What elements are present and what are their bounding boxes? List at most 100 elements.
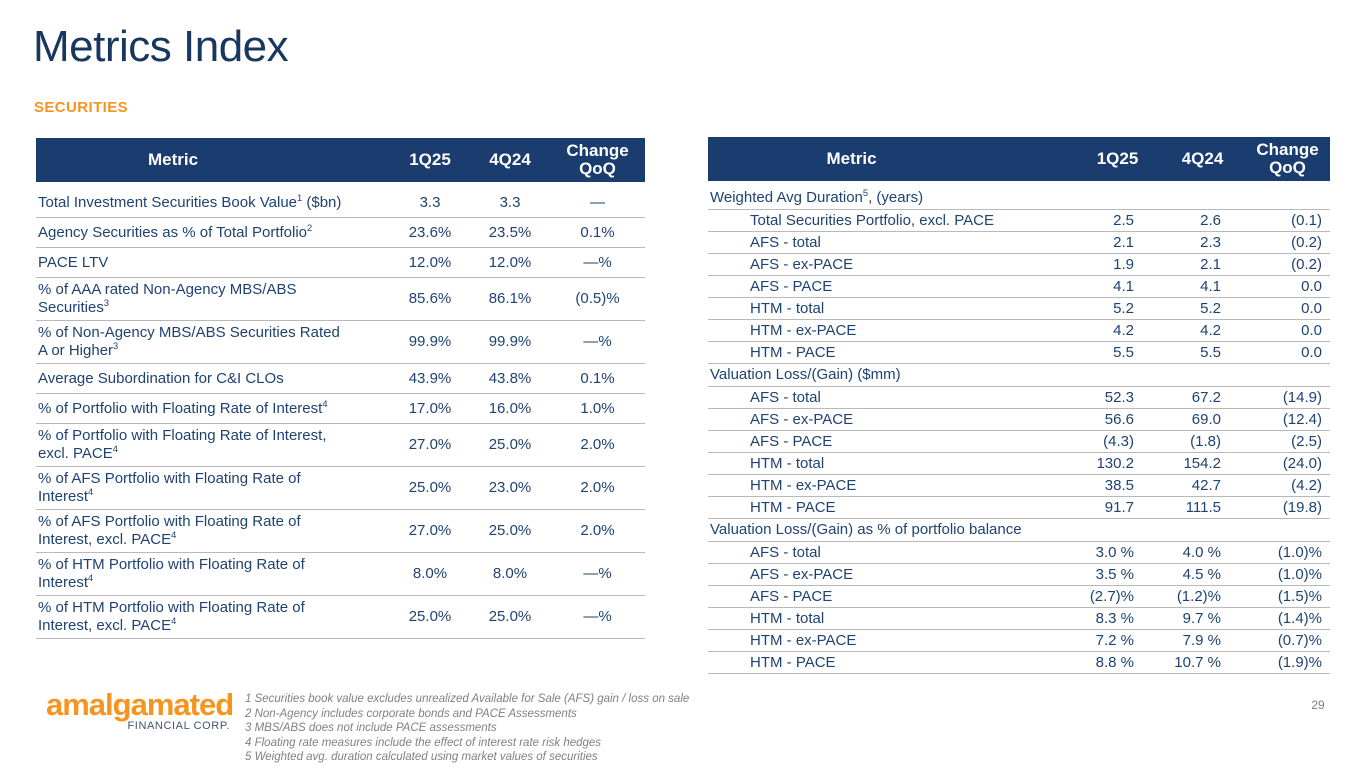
- table-row: Total Securities Portfolio, excl. PACE 2.…: [708, 210, 1330, 232]
- change-qoq-value: (0.2): [1291, 233, 1322, 251]
- q1-value: 17.0%: [408, 399, 452, 417]
- q4-value: 4.1: [1200, 277, 1221, 295]
- change-qoq-value: 0.1%: [580, 223, 615, 241]
- table-row: HTM - PACE 8.8 % 10.7 % (1.9)%: [708, 652, 1330, 674]
- table-row: AFS - PACE (4.3) (1.8) (2.5): [708, 431, 1330, 453]
- q1-value: 91.7: [1104, 498, 1134, 516]
- change-qoq-value: —%: [583, 608, 612, 625]
- metric-cell: HTM - PACE: [750, 498, 836, 516]
- metric-cell: HTM - PACE: [750, 343, 836, 361]
- q1-value: 8.8 %: [1095, 653, 1134, 671]
- footnotes: 1 Securities book value excludes unreali…: [245, 692, 689, 765]
- footnote-5: 5 Weighted avg. duration calculated usin…: [245, 751, 598, 764]
- table-row: HTM - ex-PACE 38.5 42.7 (4.2): [708, 475, 1330, 497]
- q1-value: 1.9: [1113, 255, 1134, 273]
- change-qoq-value: 2.0%: [580, 479, 615, 496]
- metric-cell: Valuation Loss/(Gain) ($mm): [710, 366, 901, 383]
- q4-value: 4.2: [1200, 321, 1221, 339]
- metric-cell: AFS - PACE: [750, 587, 833, 605]
- q4-value: 67.2: [1191, 388, 1221, 406]
- q4-value: 99.9%: [488, 333, 532, 350]
- metric-cell: AFS - ex-PACE: [750, 255, 854, 273]
- metric-cell: AFS - total: [750, 543, 821, 561]
- q1-value: 27.0%: [408, 436, 452, 453]
- change-qoq-value: (1.0)%: [1277, 565, 1322, 583]
- table-row: AFS - PACE (2.7)% (1.2)% (1.5)%: [708, 586, 1330, 608]
- q1-value: 27.0%: [408, 522, 452, 539]
- q1-value: 52.3: [1104, 388, 1134, 406]
- q4-value: 5.2: [1200, 299, 1221, 317]
- table-row: AFS - ex-PACE 56.6 69.0 (12.4): [708, 409, 1330, 431]
- change-qoq-value: —%: [583, 333, 612, 350]
- change-qoq-value: (1.5)%: [1277, 587, 1322, 605]
- metric-cell: AFS - ex-PACE: [750, 565, 854, 583]
- table-section-row: Valuation Loss/(Gain) ($mm): [708, 364, 1330, 387]
- table-row: % of AFS Portfolio with Floating Rate of…: [36, 510, 645, 553]
- header-change-qoq: Change QoQ: [1256, 140, 1319, 177]
- metric-cell: HTM - ex-PACE: [750, 631, 857, 649]
- change-qoq-value: (24.0): [1282, 454, 1322, 472]
- q4-value: 42.7: [1191, 476, 1221, 494]
- change-qoq-value: (14.9): [1282, 388, 1322, 406]
- logo-wordmark: amalgamated: [46, 687, 234, 722]
- metric-cell: HTM - PACE: [750, 653, 836, 671]
- change-qoq-value: (1.9)%: [1277, 653, 1322, 671]
- change-qoq-value: 2.0%: [580, 522, 615, 539]
- change-qoq-value: 0.0: [1301, 277, 1322, 295]
- q4-value: 5.5: [1200, 343, 1221, 361]
- q4-value: 7.9 %: [1182, 631, 1221, 649]
- header-1q25: 1Q25: [1096, 149, 1139, 168]
- table-body: Total Investment Securities Book Value1 …: [36, 188, 645, 639]
- table-row: % of HTM Portfolio with Floating Rate of…: [36, 553, 645, 596]
- metric-cell: Weighted Avg Duration5, (years): [710, 188, 924, 206]
- table-body: Weighted Avg Duration5, (years) Total Sec…: [708, 187, 1330, 674]
- q1-value: 2.1: [1113, 233, 1134, 251]
- metric-cell: % of Non-Agency MBS/ABS Securities Rated…: [38, 324, 340, 359]
- change-qoq-value: 0.1%: [580, 369, 615, 387]
- metric-cell: % of Portfolio with Floating Rate of Int…: [38, 427, 327, 462]
- q1-value: 8.0%: [412, 565, 448, 582]
- table-row: % of Non-Agency MBS/ABS Securities Rated…: [36, 321, 645, 364]
- metric-cell: % of Portfolio with Floating Rate of Int…: [38, 398, 328, 417]
- metric-cell: HTM - total: [750, 609, 825, 627]
- change-qoq-value: 1.0%: [580, 399, 615, 417]
- q4-value: 9.7 %: [1182, 609, 1221, 627]
- table-row: HTM - total 5.2 5.2 0.0: [708, 298, 1330, 320]
- metric-cell: AFS - ex-PACE: [750, 410, 854, 428]
- table-row: % of HTM Portfolio with Floating Rate of…: [36, 596, 645, 639]
- table-row: AFS - total 3.0 % 4.0 % (1.0)%: [708, 542, 1330, 564]
- table-header-row: Metric 1Q25 4Q24 Change QoQ: [708, 137, 1330, 181]
- q1-value: 2.5: [1113, 211, 1134, 229]
- header-4q24: 4Q24: [489, 150, 531, 169]
- header-4q24: 4Q24: [1181, 149, 1224, 168]
- change-qoq-value: —%: [583, 253, 612, 271]
- q1-value: 43.9%: [408, 369, 452, 387]
- footnote-1: 1 Securities book value excludes unreali…: [245, 693, 690, 705]
- header-metric: Metric: [147, 150, 199, 169]
- q4-value: 86.1%: [488, 290, 532, 307]
- table-row: HTM - total 8.3 % 9.7 % (1.4)%: [708, 608, 1330, 630]
- q1-value: 7.2 %: [1095, 631, 1134, 649]
- q1-value: (2.7)%: [1089, 587, 1134, 605]
- q4-value: 2.1: [1200, 255, 1221, 273]
- q4-value: 43.8%: [488, 369, 532, 387]
- metric-cell: HTM - total: [750, 454, 825, 472]
- q1-value: 25.0%: [408, 479, 452, 496]
- q1-value: 8.3 %: [1095, 609, 1134, 627]
- header-1q25: 1Q25: [409, 150, 451, 169]
- metric-cell: % of HTM Portfolio with Floating Rate of…: [38, 599, 305, 634]
- metric-cell: Valuation Loss/(Gain) as % of portfolio …: [710, 521, 1022, 538]
- q4-value: 25.0%: [488, 522, 532, 539]
- metric-cell: PACE LTV: [38, 253, 109, 271]
- q1-value: 56.6: [1104, 410, 1134, 428]
- table-row: Average Subordination for C&I CLOs 43.9% 4…: [36, 364, 645, 394]
- table-row: AFS - total 52.3 67.2 (14.9): [708, 387, 1330, 409]
- q4-value: 8.0%: [492, 565, 528, 582]
- q1-value: 5.5: [1113, 343, 1134, 361]
- change-qoq-value: (2.5): [1291, 432, 1322, 450]
- q4-value: (1.2)%: [1176, 587, 1221, 605]
- securities-table-right: Metric 1Q25 4Q24 Change QoQ Weighted Avg…: [708, 137, 1330, 674]
- q1-value: 3.3: [419, 193, 441, 211]
- page-title: Metrics Index: [33, 22, 289, 71]
